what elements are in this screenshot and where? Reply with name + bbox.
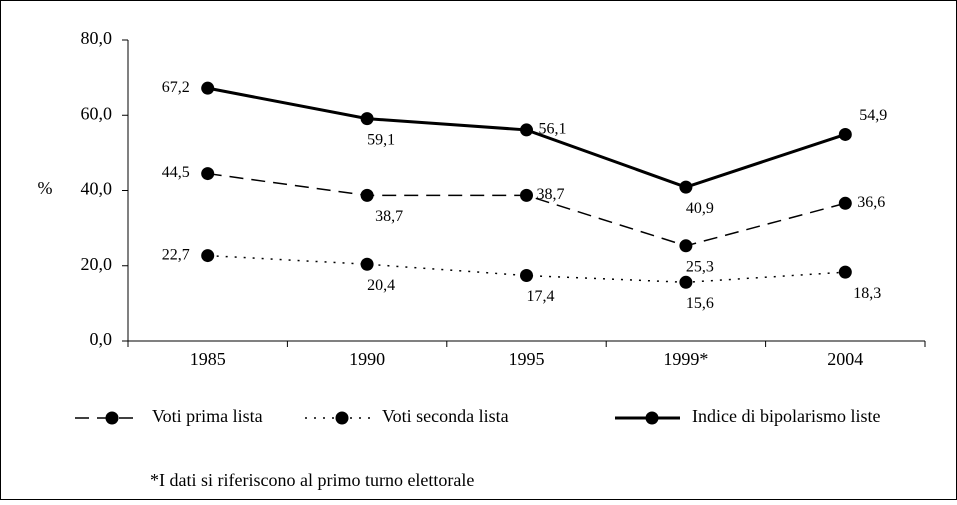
data-label: 15,6 (686, 295, 714, 312)
data-label: 54,9 (859, 107, 887, 124)
y-tick-label: 60,0 (81, 103, 113, 123)
data-point (838, 196, 852, 210)
data-label: 38,7 (375, 208, 403, 225)
data-label: 22,7 (162, 246, 190, 263)
data-label: 38,7 (537, 186, 565, 203)
data-point (520, 269, 533, 283)
footnote: *I dati si riferiscono al primo turno el… (150, 470, 474, 490)
line-series (207, 254, 846, 284)
legend-label: Voti prima lista (152, 406, 263, 426)
y-tick-label: 20,0 (81, 254, 113, 274)
legend-label: Voti seconda lista (382, 406, 509, 426)
x-tick-label: 1990 (349, 349, 385, 369)
legend-marker (335, 411, 349, 425)
data-point (679, 239, 693, 253)
x-tick-label: 1995 (509, 349, 545, 369)
x-tick-label: 1985 (190, 349, 226, 369)
data-point (679, 180, 693, 194)
data-point (201, 249, 215, 263)
x-tick-label: 2004 (827, 349, 863, 369)
legend-label: Indice di bipolarismo liste (692, 406, 880, 426)
data-label: 25,3 (686, 258, 714, 275)
data-point (679, 275, 693, 289)
legend-marker (105, 411, 119, 425)
data-label: 59,1 (367, 131, 395, 148)
data-point (360, 188, 374, 202)
data-point (201, 81, 215, 95)
x-tick-label: 1999* (663, 349, 708, 369)
y-axis-label: % (38, 178, 53, 198)
data-label: 56,1 (539, 121, 567, 138)
data-point (360, 257, 374, 271)
data-label: 17,4 (527, 288, 555, 305)
data-label: 67,2 (162, 79, 190, 96)
data-point (201, 167, 215, 181)
y-tick-label: 0,0 (90, 329, 113, 349)
data-label: 44,5 (162, 164, 190, 181)
y-tick-label: 80,0 (81, 28, 113, 48)
data-label: 40,9 (686, 200, 714, 217)
legend-marker (645, 411, 659, 425)
data-point (360, 112, 374, 126)
data-label: 18,3 (853, 285, 881, 302)
y-tick-label: 40,0 (81, 179, 113, 199)
data-point (520, 123, 533, 137)
data-point (838, 265, 852, 279)
data-label: 20,4 (367, 277, 395, 294)
data-point (520, 188, 533, 202)
data-point (838, 127, 852, 141)
data-label: 36,6 (857, 194, 885, 211)
